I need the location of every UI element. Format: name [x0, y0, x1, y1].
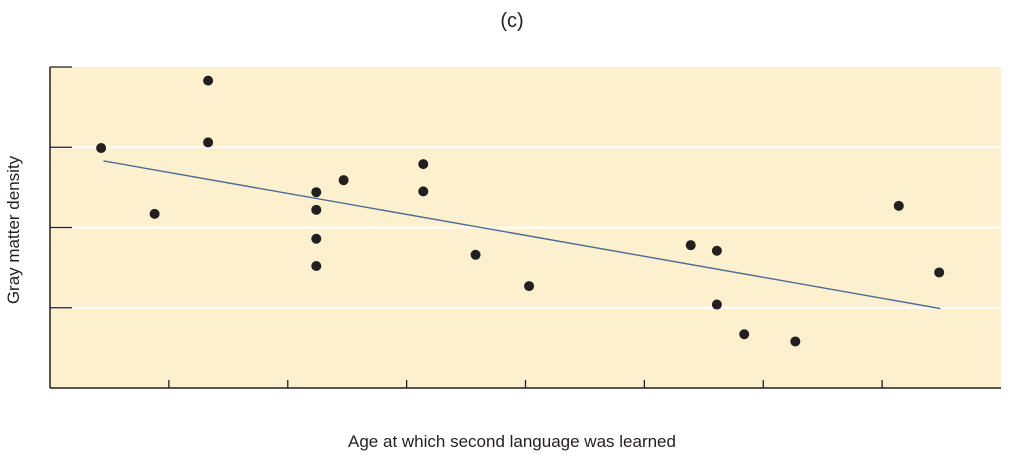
data-point [311, 233, 322, 244]
data-point [470, 249, 481, 260]
data-point [524, 281, 535, 292]
data-point [418, 186, 429, 197]
data-point [893, 200, 904, 211]
data-point [711, 245, 722, 256]
data-point [338, 175, 349, 186]
data-point [96, 143, 107, 154]
data-point [149, 208, 160, 219]
data-point [203, 75, 214, 86]
chart-title: (c) [500, 10, 524, 32]
trend-line [103, 160, 941, 310]
data-point [739, 329, 750, 340]
data-point [311, 204, 322, 215]
data-point [934, 267, 945, 278]
data-point [790, 336, 801, 347]
x-axis-label: Age at which second language was learned [348, 432, 676, 451]
data-point [203, 137, 214, 148]
data-point [418, 159, 429, 170]
data-point [311, 187, 322, 198]
data-point [685, 240, 696, 251]
data-point [311, 261, 322, 272]
data-point [711, 299, 722, 310]
